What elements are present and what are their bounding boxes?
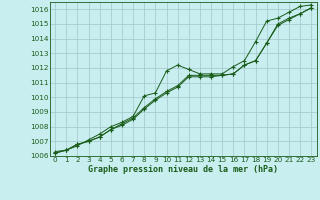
X-axis label: Graphe pression niveau de la mer (hPa): Graphe pression niveau de la mer (hPa) (88, 165, 278, 174)
